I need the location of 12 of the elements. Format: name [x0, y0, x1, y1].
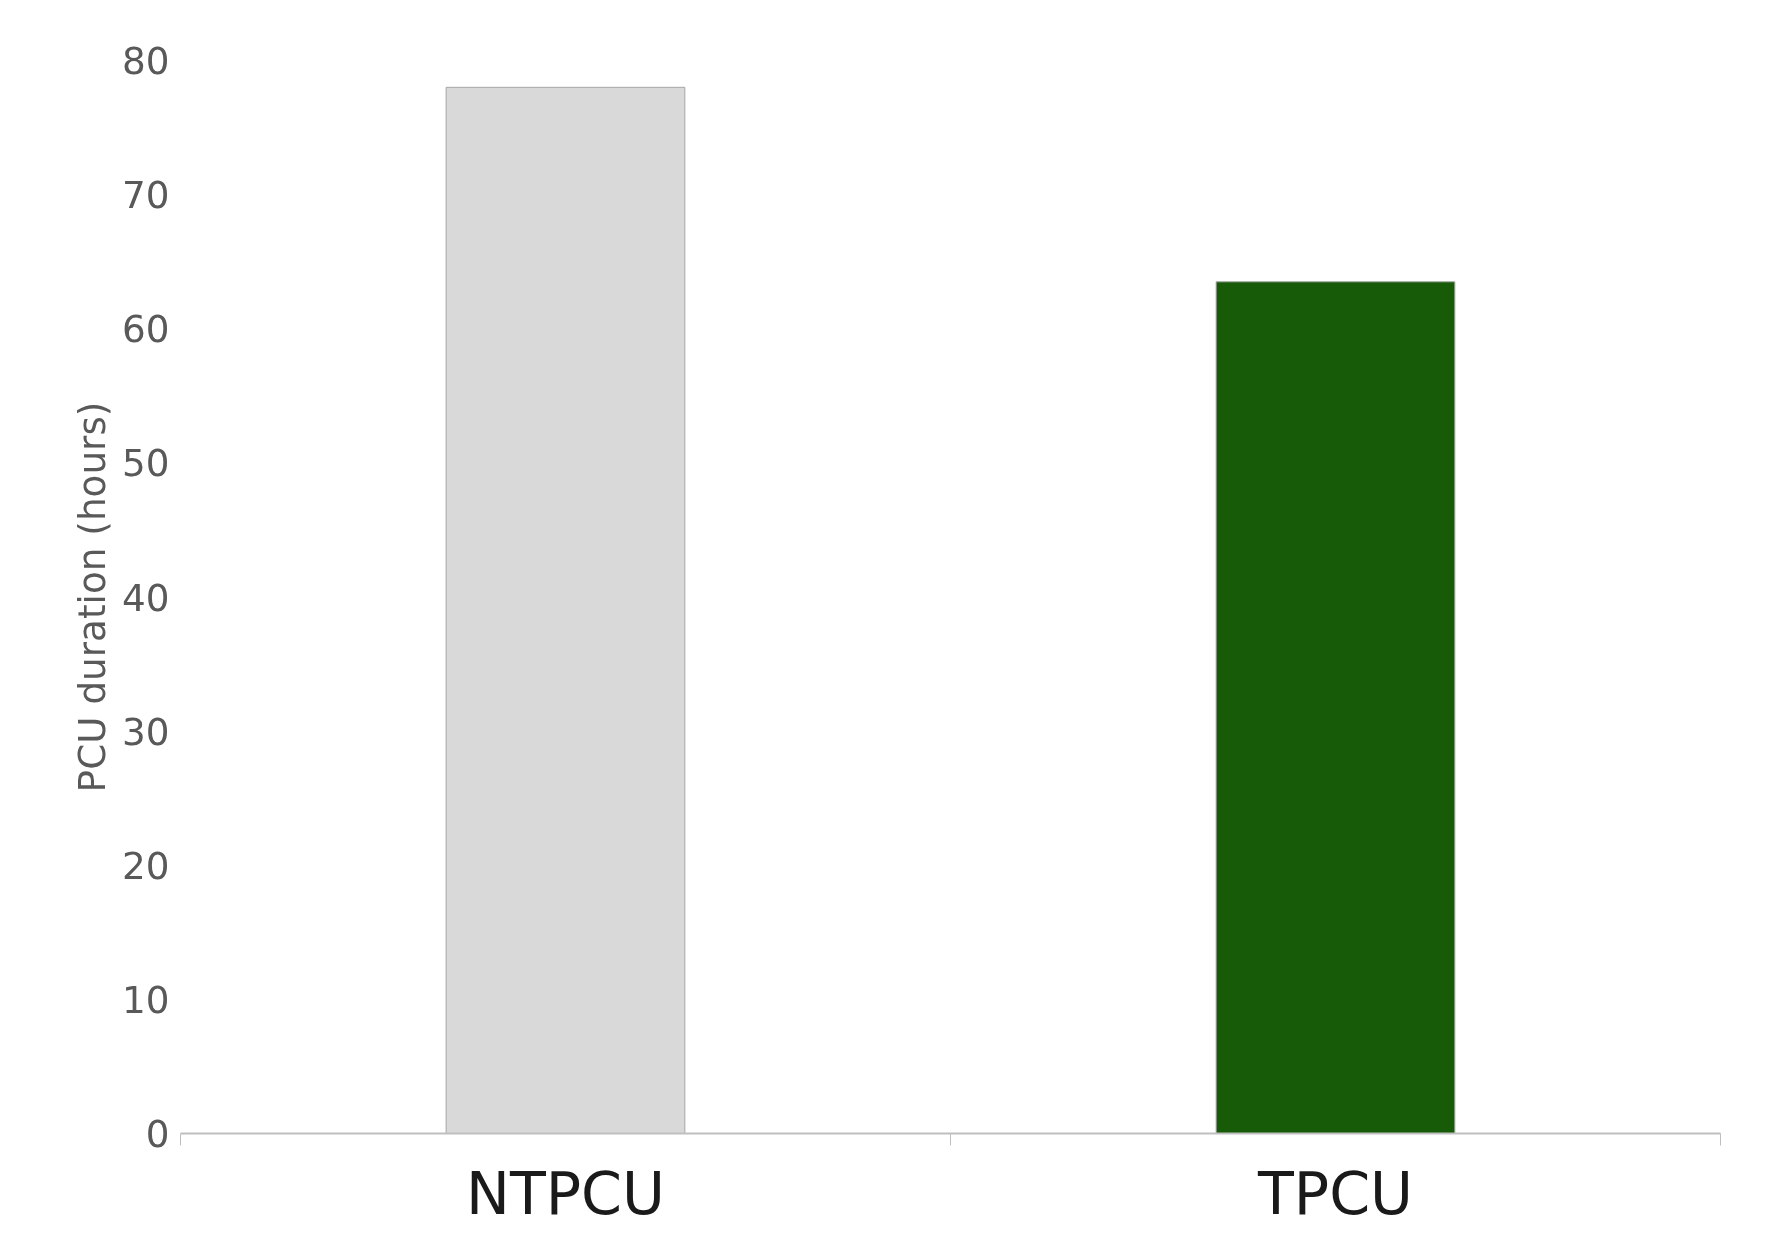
x-tick-label: TPCU	[1256, 1159, 1414, 1228]
y-tick-label: 30	[122, 709, 170, 754]
y-axis-title: PCU duration (hours)	[70, 401, 114, 793]
y-tick-label: 60	[122, 307, 170, 352]
x-tick-label: NTPCU	[466, 1159, 665, 1228]
y-tick-label: 80	[122, 39, 170, 83]
y-tick-label: 0	[145, 1112, 170, 1156]
y-tick-label: 20	[122, 843, 170, 888]
y-tick-label: 10	[122, 977, 170, 1022]
y-tick-label: 40	[122, 575, 170, 620]
y-tick-label: 70	[122, 173, 170, 218]
y-tick-label: 50	[122, 441, 170, 486]
